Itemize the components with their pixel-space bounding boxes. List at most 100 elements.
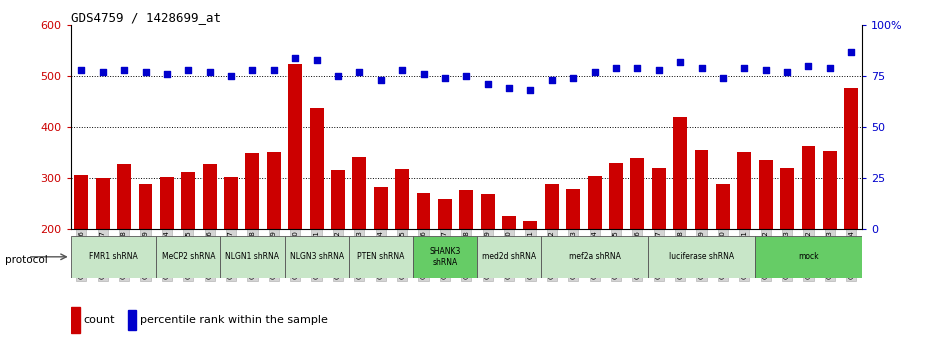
Bar	[331, 170, 345, 330]
Point	[822, 65, 837, 71]
Bar	[648, 236, 755, 278]
Text: GDS4759 / 1428699_at: GDS4759 / 1428699_at	[71, 11, 220, 24]
Point	[287, 55, 302, 61]
Point	[95, 69, 110, 75]
Bar	[374, 187, 388, 330]
Bar	[566, 189, 580, 330]
Bar	[524, 221, 537, 330]
Bar	[203, 164, 217, 330]
Bar	[127, 310, 136, 330]
Bar	[460, 190, 473, 330]
Text: luciferase shRNA: luciferase shRNA	[669, 252, 734, 261]
Bar	[438, 199, 452, 330]
Bar	[246, 154, 259, 330]
Text: count: count	[84, 315, 115, 325]
Point	[673, 59, 688, 65]
Bar	[117, 164, 131, 330]
Point	[159, 71, 174, 77]
Bar	[156, 236, 220, 278]
Bar	[310, 108, 323, 330]
Point	[351, 69, 366, 75]
Bar	[413, 236, 477, 278]
Bar	[802, 146, 816, 330]
Text: med2d shRNA: med2d shRNA	[482, 252, 536, 261]
Point	[223, 73, 238, 79]
Point	[267, 67, 282, 73]
Point	[844, 49, 859, 55]
Bar	[630, 158, 644, 330]
Bar	[716, 184, 730, 330]
Bar	[138, 184, 153, 330]
Bar	[609, 163, 623, 330]
Point	[416, 71, 431, 77]
Bar	[541, 236, 648, 278]
Point	[245, 67, 260, 73]
Point	[437, 76, 452, 81]
Text: NLGN3 shRNA: NLGN3 shRNA	[289, 252, 344, 261]
Point	[737, 65, 752, 71]
Bar	[71, 307, 80, 333]
Bar	[396, 169, 409, 330]
Bar	[224, 177, 238, 330]
Bar	[71, 236, 156, 278]
Point	[459, 73, 474, 79]
Point	[694, 65, 709, 71]
Bar	[349, 236, 413, 278]
Point	[331, 73, 346, 79]
Point	[395, 67, 410, 73]
Point	[373, 77, 388, 83]
Bar	[288, 64, 302, 330]
Point	[138, 69, 153, 75]
Bar	[284, 236, 349, 278]
Point	[203, 69, 218, 75]
Bar	[544, 184, 559, 330]
Point	[480, 81, 495, 87]
Bar	[160, 177, 174, 330]
Bar	[738, 152, 752, 330]
Text: SHANK3
shRNA: SHANK3 shRNA	[430, 247, 461, 266]
Point	[523, 87, 538, 93]
Point	[651, 67, 666, 73]
Point	[501, 86, 516, 91]
Point	[544, 77, 560, 83]
Bar	[758, 160, 772, 330]
Bar	[674, 117, 687, 330]
Bar	[220, 236, 284, 278]
Bar	[588, 176, 602, 330]
Bar	[352, 156, 366, 330]
Bar	[780, 168, 794, 330]
Point	[780, 69, 795, 75]
Bar	[74, 175, 89, 330]
Bar	[844, 88, 858, 330]
Point	[181, 67, 196, 73]
Point	[566, 76, 581, 81]
Bar	[181, 172, 195, 330]
Text: MeCP2 shRNA: MeCP2 shRNA	[161, 252, 215, 261]
Bar	[480, 194, 495, 330]
Text: mock: mock	[798, 252, 819, 261]
Point	[609, 65, 624, 71]
Point	[715, 76, 730, 81]
Text: percentile rank within the sample: percentile rank within the sample	[139, 315, 328, 325]
Point	[630, 65, 645, 71]
Point	[117, 67, 132, 73]
Point	[587, 69, 602, 75]
Text: NLGN1 shRNA: NLGN1 shRNA	[225, 252, 280, 261]
Bar	[823, 151, 836, 330]
Bar	[416, 193, 430, 330]
Point	[309, 57, 324, 63]
Text: protocol: protocol	[5, 254, 47, 265]
Text: mef2a shRNA: mef2a shRNA	[569, 252, 621, 261]
Point	[73, 67, 89, 73]
Bar	[652, 168, 666, 330]
Bar	[502, 216, 516, 330]
Bar	[694, 150, 708, 330]
Point	[758, 67, 773, 73]
Bar	[267, 152, 281, 330]
Text: PTEN shRNA: PTEN shRNA	[357, 252, 404, 261]
Bar	[96, 178, 109, 330]
Bar	[477, 236, 541, 278]
Text: FMR1 shRNA: FMR1 shRNA	[89, 252, 138, 261]
Point	[801, 63, 816, 69]
Bar	[755, 236, 862, 278]
